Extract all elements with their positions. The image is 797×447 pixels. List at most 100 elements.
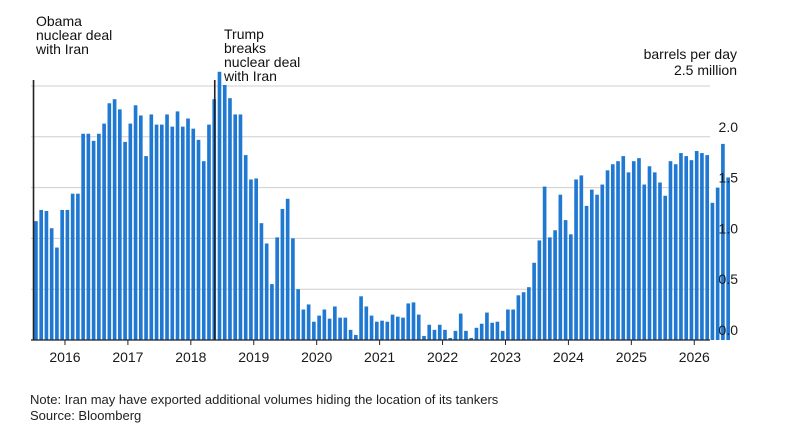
data-bar — [275, 237, 279, 340]
data-bar — [348, 329, 353, 340]
annotation-trump-line: breaks — [224, 40, 267, 56]
data-bar — [715, 187, 720, 340]
data-bar — [710, 202, 715, 340]
data-bar — [91, 140, 96, 340]
data-bar — [679, 153, 683, 340]
x-tick-label: 2016 — [49, 349, 80, 365]
data-bar — [700, 153, 704, 340]
annotation-trump: Trump breaks nuclear deal with Iran — [224, 27, 300, 83]
x-tick-label: 2020 — [301, 349, 332, 365]
data-bar — [296, 289, 300, 340]
x-tick-label: 2022 — [427, 349, 458, 365]
data-bar — [201, 161, 206, 340]
data-bar — [490, 322, 494, 340]
data-bar — [264, 243, 269, 340]
unit-label-line1: barrels per day — [643, 46, 737, 62]
data-bar — [34, 221, 38, 340]
data-bar — [102, 123, 106, 340]
data-bar — [322, 309, 327, 340]
data-bar — [432, 329, 437, 340]
data-bar — [579, 175, 584, 340]
data-bar — [521, 292, 526, 340]
y-tick-label: 0.5 — [719, 271, 739, 287]
data-bar — [175, 111, 180, 341]
data-bar — [673, 164, 678, 340]
data-bar — [369, 315, 374, 340]
y-tick-label: 1.0 — [719, 220, 739, 236]
data-bar — [343, 317, 348, 340]
annotation-trump-line: with Iran — [224, 68, 277, 84]
data-bar — [338, 317, 342, 340]
data-bar — [39, 209, 43, 340]
data-bar — [652, 172, 657, 340]
data-bar — [170, 126, 175, 340]
data-bar — [60, 209, 64, 340]
annotation-obama-line: Obama — [36, 13, 82, 29]
data-bar — [133, 105, 138, 340]
data-bar — [259, 223, 264, 340]
data-bar — [705, 155, 709, 340]
y-tick-label: 0.0 — [719, 322, 739, 338]
data-bar — [207, 124, 211, 340]
data-bar — [291, 238, 295, 340]
data-bar — [359, 296, 363, 340]
annotation-obama-line: nuclear deal — [36, 27, 113, 43]
data-bar — [165, 114, 169, 340]
data-bar — [616, 161, 620, 340]
data-bar — [238, 114, 243, 340]
data-bar — [159, 124, 164, 340]
y-tick-label: 1.5 — [719, 170, 739, 186]
data-bar — [584, 205, 589, 340]
data-bar — [139, 115, 143, 341]
annotation-trump-line: Trump — [224, 26, 264, 42]
data-bar — [721, 143, 725, 340]
x-tick-label: 2019 — [238, 349, 269, 365]
data-bar — [610, 164, 615, 340]
data-bar — [180, 126, 185, 340]
data-bar — [97, 133, 101, 340]
data-bar — [333, 306, 337, 340]
data-bar — [448, 337, 453, 340]
x-tick-label: 2018 — [175, 349, 206, 365]
data-bar — [605, 170, 610, 340]
data-bar — [479, 323, 484, 340]
data-bar — [726, 177, 730, 340]
data-bar — [500, 330, 505, 340]
data-bar — [301, 309, 306, 340]
data-bar — [154, 124, 159, 340]
data-bar — [516, 295, 521, 340]
data-bar — [453, 330, 458, 340]
data-bar — [285, 198, 290, 340]
data-bar — [380, 320, 384, 340]
data-bar — [532, 262, 536, 340]
data-bar — [144, 156, 148, 340]
data-bar — [217, 71, 222, 340]
data-bar — [128, 123, 133, 340]
data-bar — [385, 321, 390, 340]
data-bar — [469, 337, 474, 340]
data-bar — [118, 109, 122, 341]
annotation-obama-line: with Iran — [36, 41, 89, 57]
x-tick-label: 2021 — [364, 349, 395, 365]
data-bar — [595, 194, 599, 340]
data-bar — [395, 316, 400, 340]
data-bar — [668, 161, 673, 340]
data-bar — [506, 309, 510, 340]
data-bar — [191, 128, 196, 340]
data-bar — [485, 312, 489, 340]
data-bar — [689, 160, 694, 340]
data-bar — [422, 335, 426, 340]
data-bar — [569, 234, 573, 340]
data-bar — [81, 133, 85, 340]
data-bar — [553, 230, 557, 340]
data-bar — [65, 209, 70, 340]
data-bar — [374, 321, 379, 340]
data-bar — [642, 184, 647, 340]
data-bar — [474, 327, 479, 340]
data-bar — [270, 284, 274, 340]
axes: 0.0 0.5 1.0 1.5 2.0 2016 2017 2018 2019 2020 2021 2… — [31, 119, 738, 365]
data-bar — [663, 195, 668, 340]
data-bar — [527, 287, 531, 340]
data-bar — [401, 317, 405, 340]
data-bar — [107, 103, 112, 341]
